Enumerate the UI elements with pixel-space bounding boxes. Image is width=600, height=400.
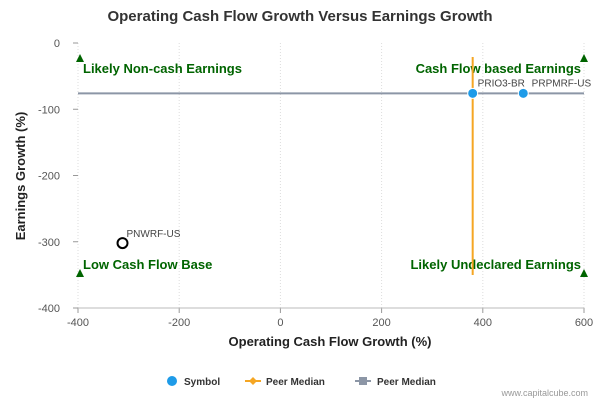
data-label-prio3-br: PRIO3-BR: [478, 78, 525, 89]
quadrant-marker-top-right: [580, 54, 588, 62]
x-tick-label: -400: [67, 317, 89, 329]
legend-symbol-marker: [167, 376, 177, 386]
quadrant-label-bottom-right: Likely Undeclared Earnings: [410, 257, 581, 272]
quadrant-label-top-left: Likely Non-cash Earnings: [83, 61, 242, 76]
data-point-prpmrf-us: [517, 87, 529, 99]
legend-median-y-label: Peer Median: [377, 377, 436, 388]
x-tick-label: 400: [474, 317, 492, 329]
y-tick-label: -400: [38, 303, 60, 315]
x-axis-label: Operating Cash Flow Growth (%): [229, 334, 432, 349]
legend-symbol-label: Symbol: [184, 377, 220, 388]
quadrant-label-top-right: Cash Flow based Earnings: [416, 61, 581, 76]
credit-text: www.capitalcube.com: [500, 388, 588, 398]
y-tick-label: -300: [38, 237, 60, 249]
y-tick-label: -200: [38, 171, 60, 183]
x-tick-label: 600: [575, 317, 593, 329]
legend: Symbol Peer Median Peer Median: [167, 376, 436, 388]
chart-title: Operating Cash Flow Growth Versus Earnin…: [107, 8, 492, 25]
x-tick-label: 200: [372, 317, 390, 329]
legend-median-x-marker: [249, 377, 257, 385]
data-point-pnwrf-us: [116, 237, 129, 250]
data-point-prio3-br: [467, 87, 479, 99]
y-tick-label: -100: [38, 104, 60, 116]
x-tick-label: -200: [168, 317, 190, 329]
legend-median-x-label: Peer Median: [266, 377, 325, 388]
y-axis-label: Earnings Growth (%): [13, 112, 28, 241]
x-tick-label: 0: [277, 317, 283, 329]
plot-area: -400 -200 0 200 400 600 0 -100 -200 -300 -400 Likel…: [38, 38, 593, 329]
legend-median-y-marker: [359, 377, 367, 385]
data-label-pnwrf-us: PNWRF-US: [127, 229, 181, 240]
data-label-prpmrf-us: PRPMRF-US: [532, 78, 592, 89]
quadrant-marker-bottom-left: [76, 269, 84, 277]
quadrant-label-bottom-left: Low Cash Flow Base: [83, 257, 212, 272]
quadrant-marker-bottom-right: [580, 269, 588, 277]
y-tick-label: 0: [54, 38, 60, 50]
quadrant-marker-top-left: [76, 54, 84, 62]
